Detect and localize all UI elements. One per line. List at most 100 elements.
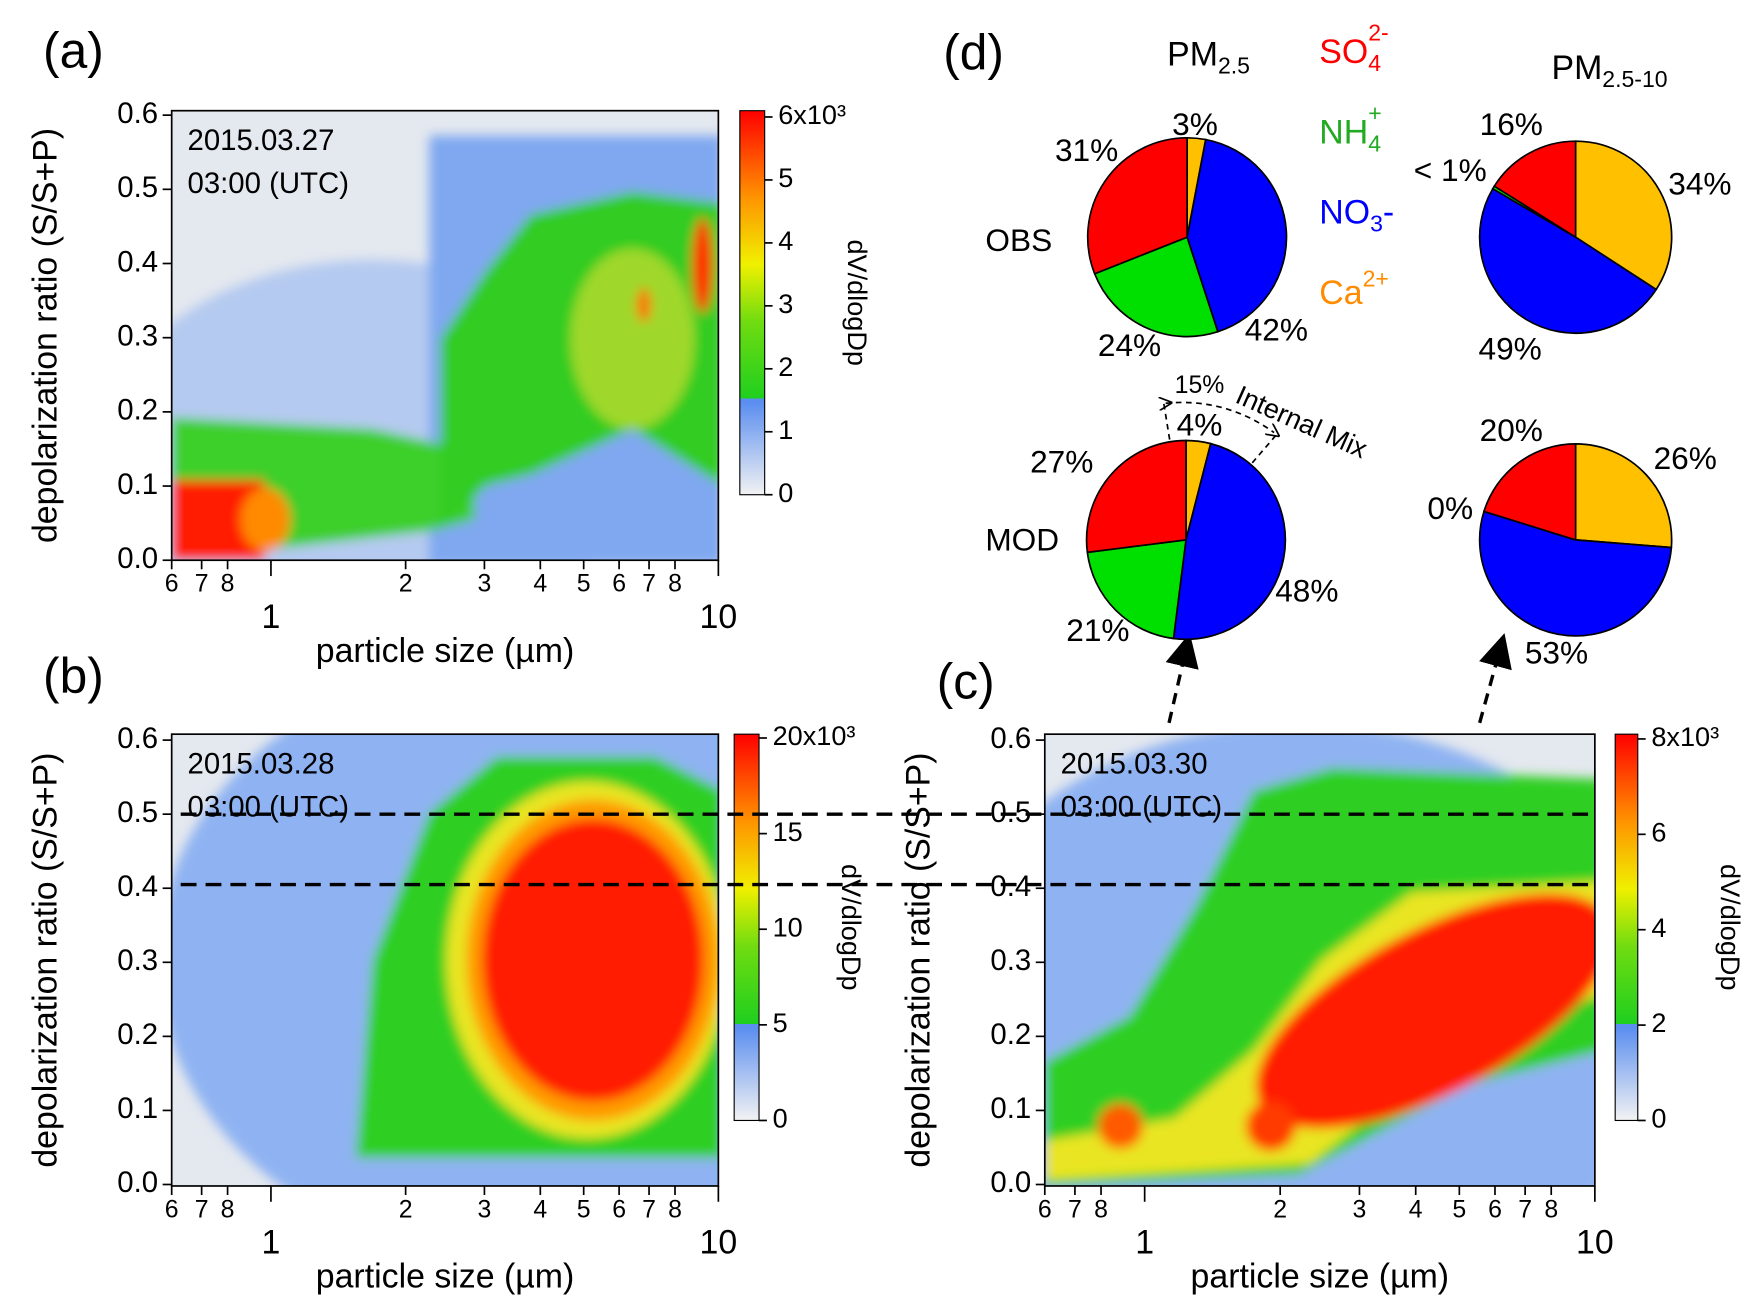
colorbar (739, 110, 766, 496)
pie-slice (1085, 439, 1187, 554)
x-tick-label: 6 (1038, 1196, 1052, 1223)
legend-entry-sub: 3 (1370, 211, 1383, 237)
x-tick-label: 1 (1135, 1224, 1154, 1262)
y-tick-label: 0.1 (117, 468, 158, 501)
x-tick-label: 3 (478, 1196, 492, 1223)
colorbar-tick-label: 0 (778, 477, 793, 508)
data-label: 31% (1055, 132, 1118, 168)
data-label: 4% (1177, 406, 1223, 442)
column-title-sub: 2.5 (1218, 52, 1250, 78)
mix-label: 15% (1175, 372, 1225, 399)
y-tick-label: 0.0 (117, 1166, 158, 1199)
x-tick-label: 5 (577, 571, 591, 598)
x-tick-label: 3 (478, 571, 492, 598)
data-label: < 1% (1414, 152, 1487, 188)
panel-label: (d) (943, 25, 1004, 81)
annotation: 03:00 (UTC) (187, 790, 349, 823)
colorbar (1614, 733, 1639, 1122)
pie-slice (1086, 538, 1187, 640)
y-tick-label: 0.6 (990, 722, 1031, 755)
x-tick-label: 4 (1409, 1196, 1423, 1223)
arrow (1478, 633, 1512, 724)
colorbar-tick-label: 5 (778, 162, 793, 193)
plot-frame (170, 109, 720, 562)
legend-entry: Ca2+ (1319, 266, 1389, 312)
data-label: 21% (1066, 612, 1129, 648)
annotation: 2015.03.27 (187, 124, 334, 157)
colorbar-tick-label: 8x10³ (1651, 721, 1719, 752)
y-tick-label: 0.3 (117, 319, 158, 352)
panel-label: (a) (43, 22, 104, 78)
x-tick-label: 8 (668, 1196, 682, 1223)
column-title: PM2.5-10 (1551, 49, 1667, 92)
x-axis-label: particle size (µm) (1191, 1258, 1450, 1296)
legend-entry-sub: 4 (1368, 130, 1381, 156)
colorbar-tick-label: 3 (778, 288, 793, 319)
y-tick-label: 0.5 (117, 171, 158, 204)
pie-slice (1172, 442, 1287, 641)
legend-entry-sup: + (1368, 100, 1381, 126)
legend-entry-main: NO (1319, 194, 1370, 232)
x-tick-label: 5 (577, 1196, 591, 1223)
data-label: 16% (1480, 106, 1543, 142)
data-label: 24% (1098, 327, 1161, 363)
y-tick-label: 0.2 (117, 394, 158, 427)
colorbar-tick-label: 10 (773, 911, 803, 942)
y-tick-label: 0.3 (117, 944, 158, 977)
data-label: 27% (1030, 444, 1093, 480)
x-tick-label: 10 (700, 1224, 738, 1262)
legend-entry-sup: 2+ (1363, 266, 1389, 292)
heatmap-image (1044, 734, 1595, 1186)
colorbar-tick-label: 4 (1651, 912, 1666, 943)
x-tick-label: 8 (1094, 1196, 1108, 1223)
x-tick-label: 4 (533, 1196, 547, 1223)
colorbar-tick-label: 2 (778, 351, 793, 382)
y-axis-label: depolarization ratio (S/S+P) (26, 128, 64, 543)
x-tick-label: 6 (165, 1196, 179, 1223)
plot-frame (1043, 733, 1596, 1187)
y-tick-label: 0.0 (117, 542, 158, 575)
colorbar-tick-label: 6x10³ (778, 99, 846, 130)
colorbar (733, 733, 760, 1122)
y-tick-label: 0.4 (117, 870, 158, 903)
legend-entry: NO3- (1319, 194, 1394, 237)
x-tick-label: 8 (668, 571, 682, 598)
y-tick-label: 0.0 (990, 1166, 1031, 1199)
y-tick-label: 0.6 (117, 97, 158, 130)
colorbar-tick-label: 5 (773, 1007, 788, 1038)
y-axis-label: depolarization ratio (S/S+P) (899, 752, 937, 1167)
colorbar-tick-label: 0 (1651, 1103, 1666, 1134)
x-tick-label: 3 (1353, 1196, 1367, 1223)
heatmap-image (171, 734, 719, 1186)
colorbar-tick-label: 0 (773, 1103, 788, 1134)
y-tick-label: 0.5 (990, 796, 1031, 829)
heatmap-image (171, 110, 719, 561)
legend-entry: SO4 2- (1319, 20, 1388, 76)
x-tick-label: 7 (642, 1196, 656, 1223)
x-tick-label: 6 (612, 1196, 626, 1223)
x-tick-label: 7 (1068, 1196, 1082, 1223)
data-label: 0% (1427, 490, 1473, 526)
panel-label: (b) (43, 648, 104, 704)
legend-entry-main: Ca (1319, 274, 1362, 312)
x-tick-label: 6 (1488, 1196, 1502, 1223)
y-axis-label: depolarization ratio (S/S+P) (26, 752, 64, 1167)
column-title-main: PM (1167, 35, 1218, 73)
annotation: 2015.03.30 (1061, 748, 1208, 781)
x-tick-label: 6 (165, 571, 179, 598)
x-tick-label: 2 (1273, 1196, 1287, 1223)
pie-slice (1186, 138, 1288, 333)
colorbar-tick-label: 4 (778, 225, 793, 256)
y-tick-label: 0.2 (990, 1018, 1031, 1051)
row-label: MOD (985, 522, 1059, 558)
y-tick-label: 0.6 (117, 722, 158, 755)
legend-entry: NH4 + (1319, 100, 1381, 156)
x-tick-label: 8 (1544, 1196, 1558, 1223)
x-tick-label: 7 (195, 1196, 209, 1223)
y-tick-label: 0.1 (990, 1092, 1031, 1125)
annotation: 2015.03.28 (187, 748, 334, 781)
figure-body: (a) 2015.03.27 03:00 (UTC) 0.0 0.1 0.2 0.3 0.4 0… (26, 20, 1746, 1296)
x-axis-label: particle size (µm) (316, 632, 575, 670)
x-tick-label: 7 (642, 571, 656, 598)
